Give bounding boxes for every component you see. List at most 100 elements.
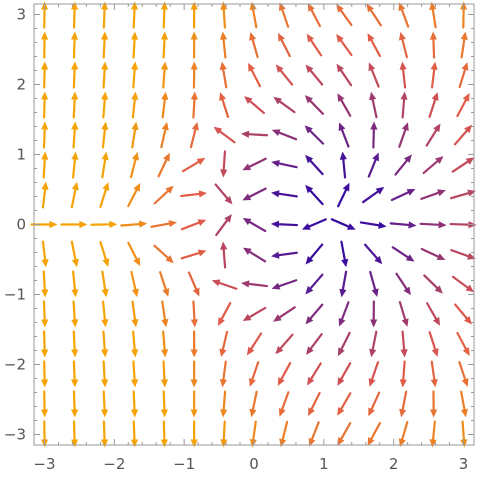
vector-arrow [248, 62, 262, 88]
vector-arrow [130, 360, 139, 388]
vector-arrow [359, 221, 387, 229]
vector-arrow [219, 330, 229, 358]
x-tick-label: −1 [173, 455, 195, 473]
vector-arrow [159, 271, 170, 297]
vector-arrow [60, 220, 88, 229]
vector-arrow [369, 270, 379, 298]
vector-arrow [190, 31, 198, 59]
vector-arrow [306, 333, 323, 355]
vector-arrow [160, 61, 169, 89]
vector-arrow [101, 300, 109, 328]
vector-arrow [330, 218, 356, 230]
vector-arrow [40, 360, 49, 388]
vector-arrow [305, 64, 324, 86]
vector-arrow [242, 157, 267, 171]
vector-arrow [420, 247, 446, 261]
vector-arrow [458, 62, 469, 89]
vector-arrow [101, 360, 109, 388]
vector-arrow [71, 300, 79, 328]
vector-arrow [241, 280, 269, 288]
vector-arrow [242, 218, 267, 233]
vector-arrow [398, 2, 410, 28]
vector-arrow [41, 240, 49, 268]
vector-arrow [337, 182, 350, 208]
vector-arrow [127, 241, 141, 267]
vector-arrow [41, 330, 49, 358]
vector-arrow [249, 1, 258, 29]
vector-arrow [130, 270, 139, 298]
vector-arrow [249, 420, 257, 448]
vector-arrow [398, 31, 408, 59]
vector-arrow [368, 391, 381, 417]
vector-arrow [307, 362, 322, 386]
vector-arrow [275, 333, 294, 355]
vector-arrow [71, 121, 79, 149]
vector-arrow [460, 31, 468, 59]
y-tick-label: 2 [16, 76, 26, 94]
vector-arrow [428, 331, 439, 357]
vector-arrow [453, 124, 473, 146]
vector-arrow [99, 182, 110, 209]
y-tick-label: −1 [4, 286, 26, 304]
vector-arrow [131, 61, 139, 89]
vector-arrow [219, 92, 230, 118]
vector-arrow [217, 301, 232, 326]
vector-arrow [429, 420, 437, 448]
vector-arrow [338, 122, 350, 148]
vector-arrow [213, 126, 236, 144]
vector-arrow [451, 275, 475, 293]
vector-arrow [71, 330, 79, 358]
vector-arrow [215, 214, 232, 237]
vector-arrow [456, 93, 470, 118]
vector-arrow [249, 390, 258, 418]
vector-arrow [305, 243, 324, 265]
vector-arrow [190, 420, 198, 448]
tick-labels: −3 −2 −1 0 1 2 3 −3 −2 −1 0 1 2 3 [4, 6, 468, 474]
vector-arrow [390, 189, 416, 202]
vector-arrow [190, 91, 199, 119]
vector-arrow [305, 184, 324, 206]
vector-arrow [337, 93, 352, 117]
vector-arrow [454, 303, 472, 325]
vector-arrow [150, 220, 177, 228]
vector-arrow [338, 301, 350, 327]
vector-arrow [305, 154, 324, 176]
vector-arrow [101, 270, 109, 298]
vector-arrow [190, 330, 198, 358]
vector-arrow [398, 420, 409, 447]
vector-arrow [161, 330, 169, 358]
vector-arrow [419, 221, 447, 229]
tick-layer [34, 4, 474, 445]
vector-arrow [425, 302, 441, 326]
vector-arrow [369, 330, 378, 358]
vector-arrow [336, 33, 353, 57]
arrow-layer [30, 1, 477, 448]
vector-arrow [40, 390, 49, 418]
vector-arrow [368, 361, 380, 387]
vector-arrow [364, 243, 383, 265]
vector-arrow [101, 91, 109, 119]
vector-arrow [306, 33, 323, 57]
x-tick-label: 0 [249, 455, 259, 473]
vector-arrow [160, 31, 169, 59]
vector-arrow [100, 390, 109, 418]
vector-arrow [394, 154, 412, 176]
vector-arrow [337, 362, 352, 386]
vector-arrow [219, 31, 228, 59]
vector-arrow [160, 1, 168, 29]
vector-arrow [127, 182, 141, 208]
vector-arrow [420, 189, 446, 200]
vector-arrow [428, 92, 439, 118]
vector-arrow [181, 157, 206, 173]
vector-arrow [214, 183, 233, 205]
vector-arrow [305, 303, 324, 325]
vector-arrow [271, 190, 298, 198]
vector-arrow [131, 91, 139, 119]
vector-arrow [367, 152, 379, 178]
y-tick-label: −3 [4, 426, 26, 444]
vector-arrow [430, 61, 438, 89]
vector-arrow [367, 421, 382, 446]
vector-arrow [399, 390, 408, 418]
vector-arrow [458, 361, 469, 387]
vector-arrow [100, 31, 109, 59]
